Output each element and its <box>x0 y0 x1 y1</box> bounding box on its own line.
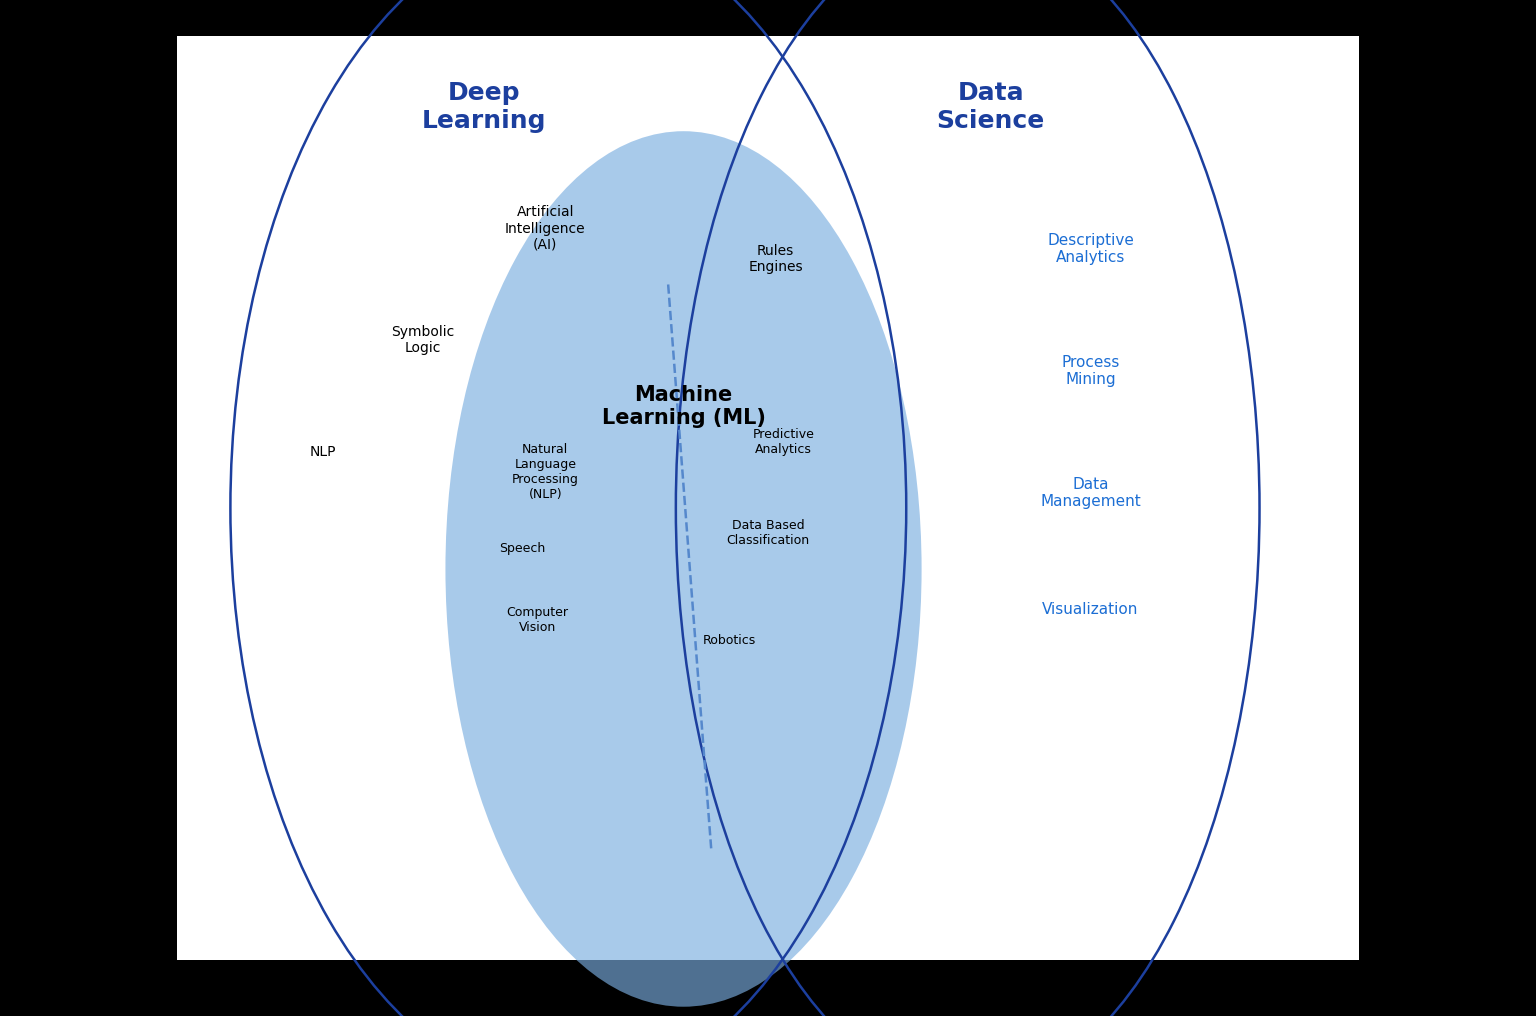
Text: Deep
Learning: Deep Learning <box>421 81 547 132</box>
Text: Descriptive
Analytics: Descriptive Analytics <box>1048 233 1134 265</box>
Text: Natural
Language
Processing
(NLP): Natural Language Processing (NLP) <box>511 443 579 502</box>
FancyBboxPatch shape <box>177 36 1359 960</box>
Text: Data
Management: Data Management <box>1040 477 1141 509</box>
Text: Speech: Speech <box>499 543 545 555</box>
Text: Computer
Vision: Computer Vision <box>507 606 568 634</box>
Ellipse shape <box>445 131 922 1007</box>
Text: Visualization: Visualization <box>1043 602 1138 617</box>
Text: Data Based
Classification: Data Based Classification <box>727 519 809 548</box>
Text: Artificial
Intelligence
(AI): Artificial Intelligence (AI) <box>505 205 585 252</box>
Text: NLP: NLP <box>309 445 336 459</box>
Text: Predictive
Analytics: Predictive Analytics <box>753 428 814 456</box>
Text: Process
Mining: Process Mining <box>1061 355 1120 387</box>
Text: Symbolic
Logic: Symbolic Logic <box>390 325 455 356</box>
Text: Robotics: Robotics <box>703 634 756 646</box>
Text: Rules
Engines: Rules Engines <box>748 244 803 274</box>
Text: Machine
Learning (ML): Machine Learning (ML) <box>602 385 765 428</box>
Text: Data
Science: Data Science <box>937 81 1044 132</box>
